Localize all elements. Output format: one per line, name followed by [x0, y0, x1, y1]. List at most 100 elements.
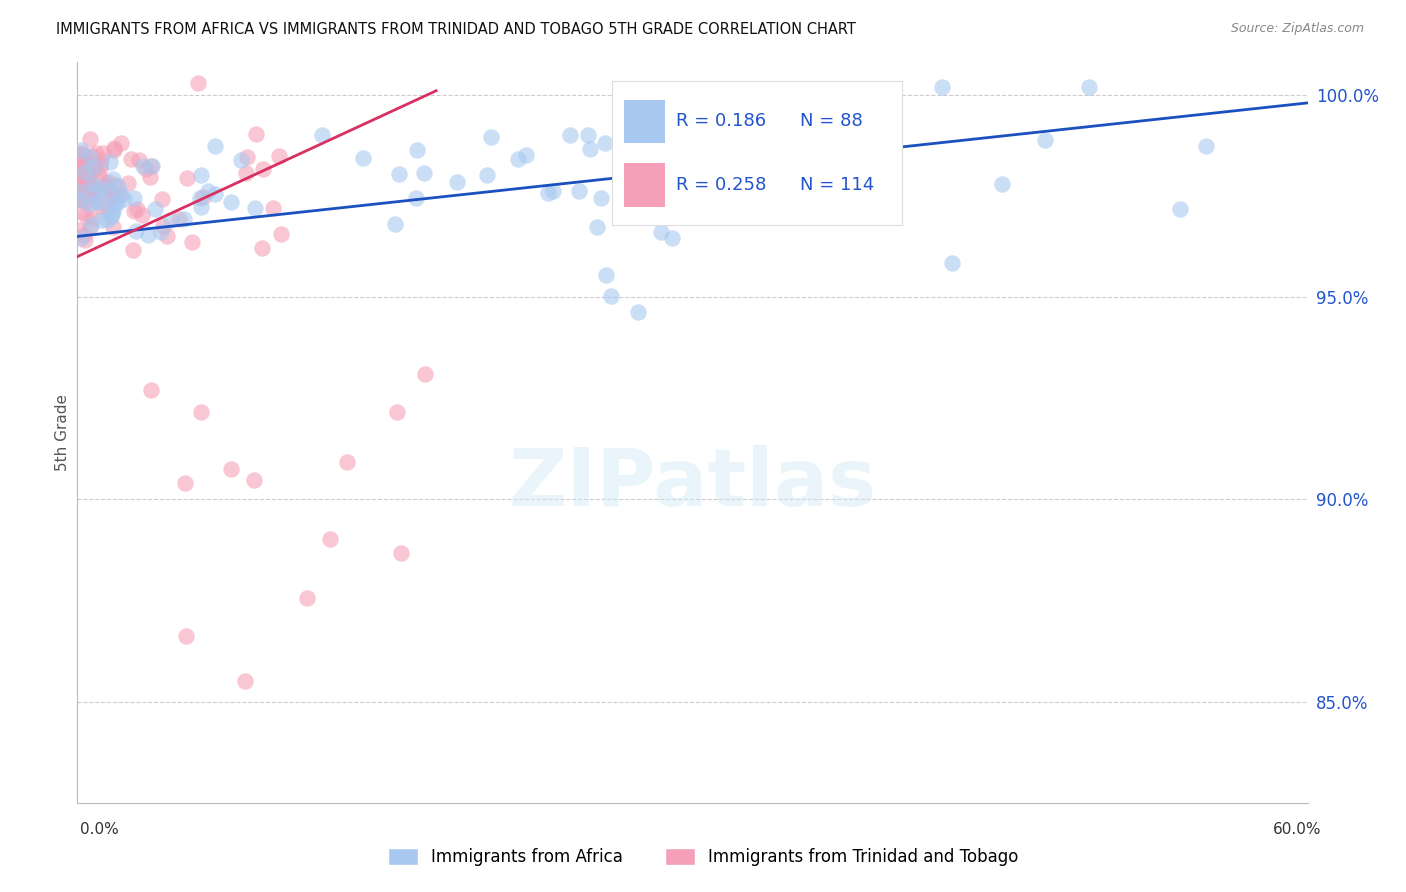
Y-axis label: 5th Grade: 5th Grade [55, 394, 70, 471]
Point [72, 181, 94, 195]
Point [446, 175, 468, 189]
Point [122, 203, 145, 218]
Point [83, 160, 105, 174]
Text: Source: ZipAtlas.com: Source: ZipAtlas.com [1230, 22, 1364, 36]
Point [128, 153, 150, 167]
Point [103, 219, 125, 234]
Point [617, 185, 640, 199]
Point [412, 166, 434, 180]
Point [112, 192, 135, 206]
Point [262, 201, 284, 215]
Point [245, 201, 267, 215]
Point [87, 187, 110, 202]
Text: IMMIGRANTS FROM AFRICA VS IMMIGRANTS FROM TRINIDAD AND TOBAGO 5TH GRADE CORRELAT: IMMIGRANTS FROM AFRICA VS IMMIGRANTS FRO… [56, 22, 856, 37]
Point [595, 268, 617, 282]
Point [82, 149, 104, 163]
Point [90, 213, 112, 227]
Point [82, 194, 104, 209]
Point [766, 180, 789, 194]
Point [143, 202, 166, 217]
Point [67, 186, 90, 200]
Point [651, 137, 673, 152]
Point [1033, 133, 1056, 147]
Point [70, 193, 93, 207]
Point [479, 130, 502, 145]
Point [89, 157, 111, 171]
Point [1195, 138, 1218, 153]
Point [79, 219, 101, 234]
Point [69, 155, 91, 169]
Point [79, 132, 101, 146]
Point [204, 139, 226, 153]
Point [125, 202, 148, 216]
Point [174, 476, 197, 491]
Point [73, 228, 96, 243]
Point [98, 154, 121, 169]
Point [219, 195, 242, 210]
Point [159, 212, 181, 227]
Point [70, 230, 93, 244]
Point [862, 100, 884, 114]
Point [688, 96, 710, 111]
Point [120, 152, 142, 166]
Point [82, 164, 104, 178]
Point [96, 213, 118, 227]
Point [579, 142, 602, 156]
Point [650, 225, 672, 239]
Point [89, 161, 111, 176]
Point [70, 166, 93, 180]
Point [762, 198, 785, 212]
Point [336, 454, 359, 468]
Point [73, 165, 96, 179]
Point [73, 191, 96, 205]
Point [73, 169, 96, 184]
Point [101, 172, 124, 186]
Point [96, 201, 118, 215]
Point [83, 189, 105, 203]
Text: 60.0%: 60.0% [1274, 822, 1322, 838]
Point [82, 178, 104, 192]
Point [1170, 202, 1192, 217]
Point [80, 218, 103, 232]
Point [103, 143, 125, 157]
Point [576, 128, 599, 143]
Point [67, 223, 90, 237]
Point [100, 210, 122, 224]
Point [67, 178, 90, 193]
Text: ZIPatlas: ZIPatlas [509, 445, 876, 524]
Point [83, 182, 105, 196]
Point [67, 177, 90, 191]
Point [73, 194, 96, 209]
Point [67, 178, 90, 192]
Point [124, 223, 146, 237]
Point [86, 194, 108, 209]
Point [97, 184, 120, 198]
Point [91, 145, 114, 160]
Point [405, 191, 427, 205]
Point [72, 167, 94, 181]
Point [173, 211, 195, 226]
Point [235, 166, 257, 180]
Point [627, 304, 650, 318]
Point [90, 153, 112, 168]
Point [84, 145, 107, 160]
Point [73, 154, 96, 169]
Point [221, 462, 243, 476]
Point [477, 168, 499, 182]
Point [941, 256, 963, 270]
Point [623, 199, 645, 213]
Point [110, 186, 132, 201]
Point [67, 178, 90, 192]
Point [176, 171, 198, 186]
Point [589, 191, 612, 205]
Point [190, 168, 212, 182]
Point [69, 145, 91, 160]
Point [389, 546, 412, 560]
Point [67, 154, 90, 169]
Point [101, 204, 124, 219]
Point [69, 187, 91, 202]
Point [117, 176, 139, 190]
Point [252, 161, 274, 176]
Point [94, 179, 117, 194]
Point [167, 211, 190, 226]
